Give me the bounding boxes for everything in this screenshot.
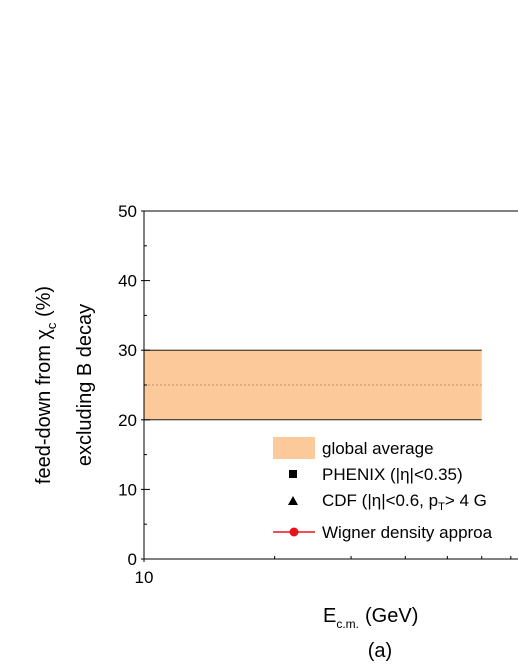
x-axis-title: Ec.m. (GeV) <box>323 605 418 631</box>
y-tick-label: 10 <box>118 480 137 499</box>
y-tick-label: 30 <box>118 341 137 360</box>
legend-label-wigner: Wigner density approa <box>322 523 493 542</box>
legend: global average PHENIX (|η|<0.35) CDF (|η… <box>273 437 493 542</box>
legend-marker-triangle <box>288 496 298 505</box>
y-axis-title-line2: excluding B decay <box>74 304 96 466</box>
legend-marker-circle <box>289 527 299 537</box>
y-tick-label: 50 <box>118 202 137 221</box>
y-tick-label: 40 <box>118 272 137 291</box>
y-axis-title-line1: feed-down from χc (%) <box>33 286 59 484</box>
legend-swatch-band <box>273 437 315 459</box>
legend-marker-square <box>289 470 297 478</box>
y-tick-label: 20 <box>118 411 137 430</box>
legend-label-phenix: PHENIX (|η|<0.35) <box>322 465 463 484</box>
y-tick-label: 0 <box>128 550 137 569</box>
legend-label-global-average: global average <box>322 439 434 458</box>
x-tick-label: 10 <box>135 568 154 587</box>
legend-label-cdf: CDF (|η|<0.6, pT> 4 G <box>322 491 487 513</box>
panel-label: (a) <box>368 640 392 662</box>
